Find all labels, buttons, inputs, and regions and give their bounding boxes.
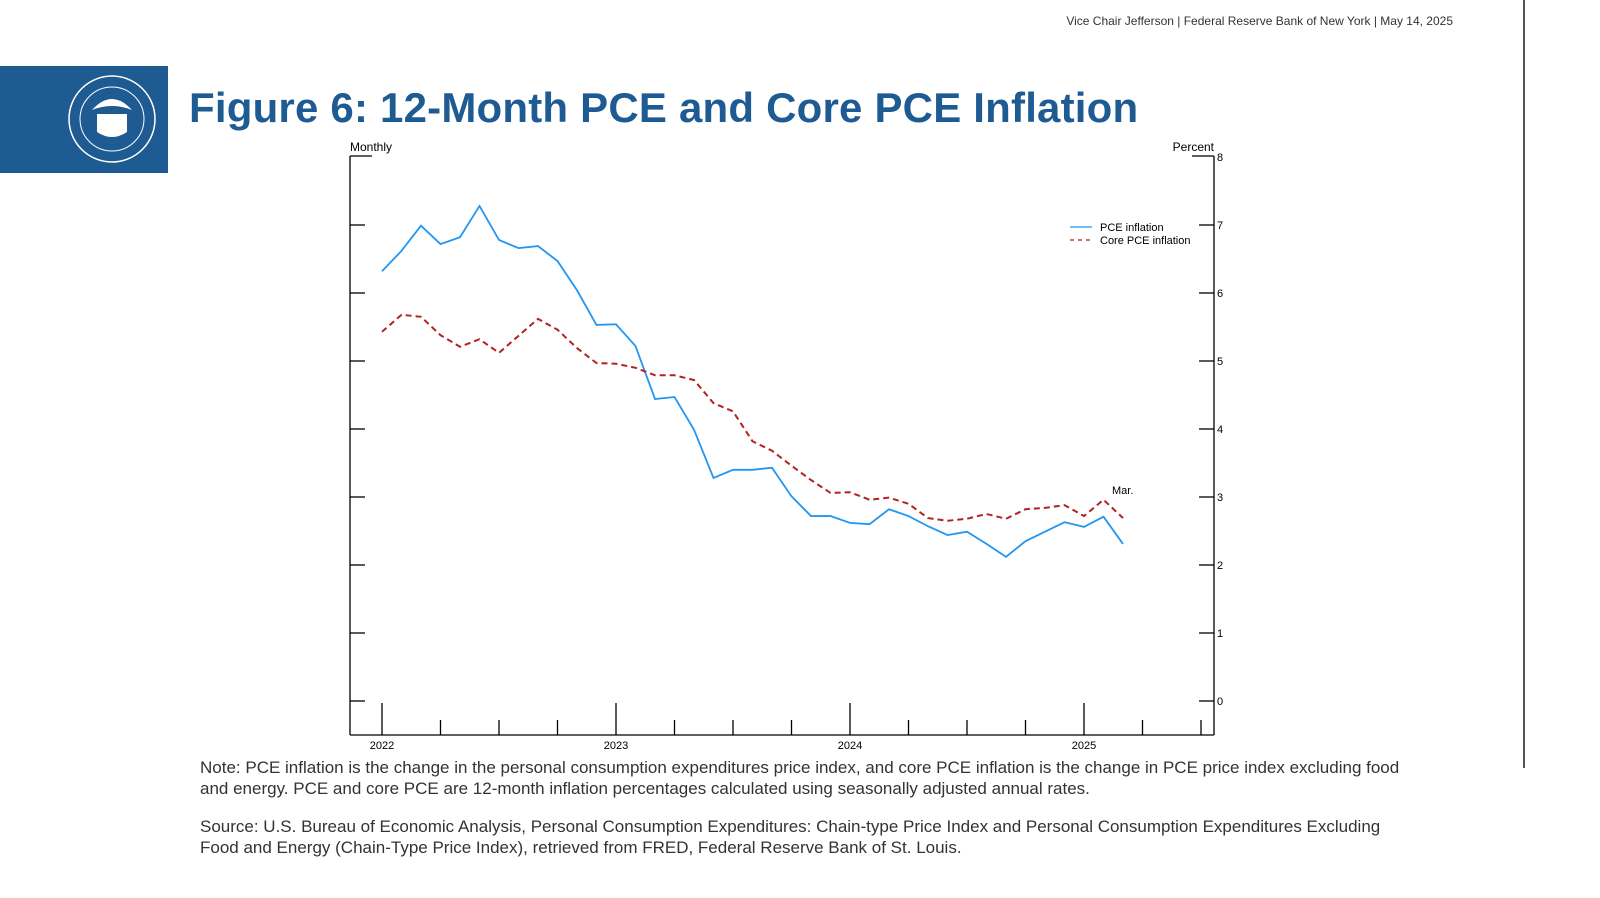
y-tick-label: 2: [1217, 560, 1223, 572]
y-tick-label: 8: [1217, 152, 1223, 164]
header-text: Vice Chair Jefferson | Federal Reserve B…: [1066, 14, 1453, 28]
legend-label: PCE inflation: [1100, 222, 1164, 234]
page-title: Figure 6: 12-Month PCE and Core PCE Infl…: [189, 84, 1139, 131]
legend-label: Core PCE inflation: [1100, 235, 1191, 247]
federal-reserve-logo: [0, 66, 168, 173]
frequency-label: Monthly: [350, 140, 392, 154]
chart-note: Note: PCE inflation is the change in the…: [200, 758, 1400, 798]
x-tick-label: 2023: [604, 740, 628, 752]
y-tick-label: 0: [1217, 696, 1223, 708]
divider: [1523, 0, 1525, 768]
x-tick-label: 2024: [838, 740, 862, 752]
y-tick-label: 7: [1217, 220, 1223, 232]
y-tick-label: 1: [1217, 628, 1223, 640]
chart-source: Source: U.S. Bureau of Economic Analysis…: [200, 817, 1381, 857]
y-tick-label: 3: [1217, 492, 1223, 504]
y-tick-label: 5: [1217, 356, 1223, 368]
series-line-core-pce: [381, 313, 1124, 522]
y-tick-label: 6: [1217, 288, 1223, 300]
y-tick-label: 4: [1217, 424, 1223, 436]
x-tick-label: 2025: [1072, 740, 1096, 752]
y-axis-label: Percent: [1173, 140, 1215, 154]
series-line-pce: [381, 204, 1124, 558]
seal-icon: [68, 75, 156, 163]
x-tick-label: 2022: [370, 740, 394, 752]
annotation-mar: Mar.: [1112, 485, 1133, 497]
